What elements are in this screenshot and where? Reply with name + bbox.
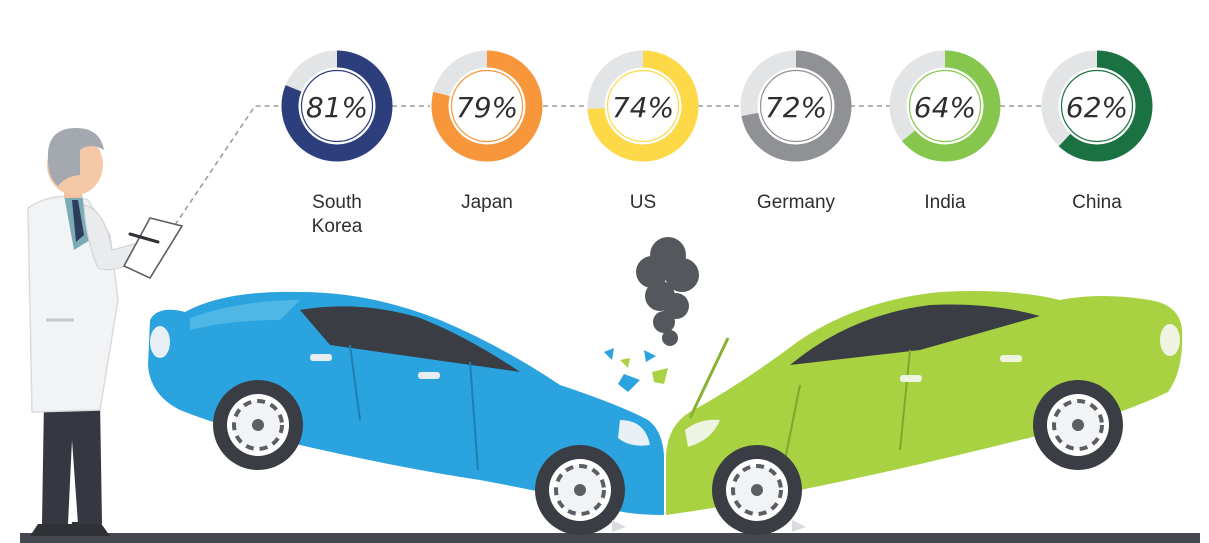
doctor-hair: [47, 128, 104, 186]
doctor-shoe-right: [70, 522, 110, 536]
green-car-hood: [688, 337, 730, 419]
donut-arc-germany: [740, 50, 852, 162]
donut-arc-china: [1041, 50, 1153, 162]
blue-car: [148, 291, 664, 535]
dashed-connectors: [174, 105, 1043, 226]
donut-arc-south-korea: [281, 50, 393, 162]
donut-inner-ring-us: [606, 69, 680, 143]
donut-inner-ring-china: [1060, 69, 1134, 143]
value-label-china: 62%: [1066, 91, 1128, 124]
category-label-us: US: [630, 192, 656, 213]
crash-debris: [604, 348, 806, 532]
doctor-tie: [72, 200, 84, 242]
clipboard: [122, 217, 184, 280]
blue-car-body: [148, 291, 664, 515]
category-label-china: China: [1072, 192, 1122, 213]
value-label-us: 74%: [612, 91, 674, 124]
green-car: [666, 291, 1183, 535]
donut-chart-group: 81% South Korea 79% Japan 74% US 72% Germany 64% I…: [281, 50, 1153, 237]
donut-inner-ring-south-korea: [300, 69, 374, 143]
donut-inner-ring-germany: [759, 69, 833, 143]
value-label-japan: 79%: [456, 91, 518, 124]
green-car-headlight: [685, 419, 720, 447]
category-label-japan: Japan: [461, 192, 513, 213]
value-label-south-korea: 81%: [306, 91, 368, 124]
green-car-body: [666, 291, 1183, 515]
doctor-illustration: [27, 128, 184, 536]
value-label-germany: 72%: [765, 91, 827, 124]
donut-inner-ring-japan: [450, 69, 524, 143]
ground-line: [20, 533, 1200, 543]
blue-car-window: [300, 306, 520, 372]
green-car-window: [790, 304, 1040, 365]
crash-smoke: [636, 237, 699, 346]
donut-arc-india: [889, 50, 1001, 162]
doctor-trousers: [42, 400, 102, 524]
blue-car-headlight: [618, 420, 650, 446]
category-label-south-korea: South Korea: [312, 192, 363, 237]
donut-inner-ring-india: [908, 69, 982, 143]
category-label-germany: Germany: [757, 192, 836, 213]
donut-arc-us: [587, 50, 699, 162]
blue-car-roof-shade: [190, 300, 300, 330]
donut-arc-japan: [431, 50, 543, 162]
doctor-shoe-left: [30, 524, 76, 536]
value-label-india: 64%: [914, 91, 976, 124]
category-label-india: India: [924, 192, 966, 213]
